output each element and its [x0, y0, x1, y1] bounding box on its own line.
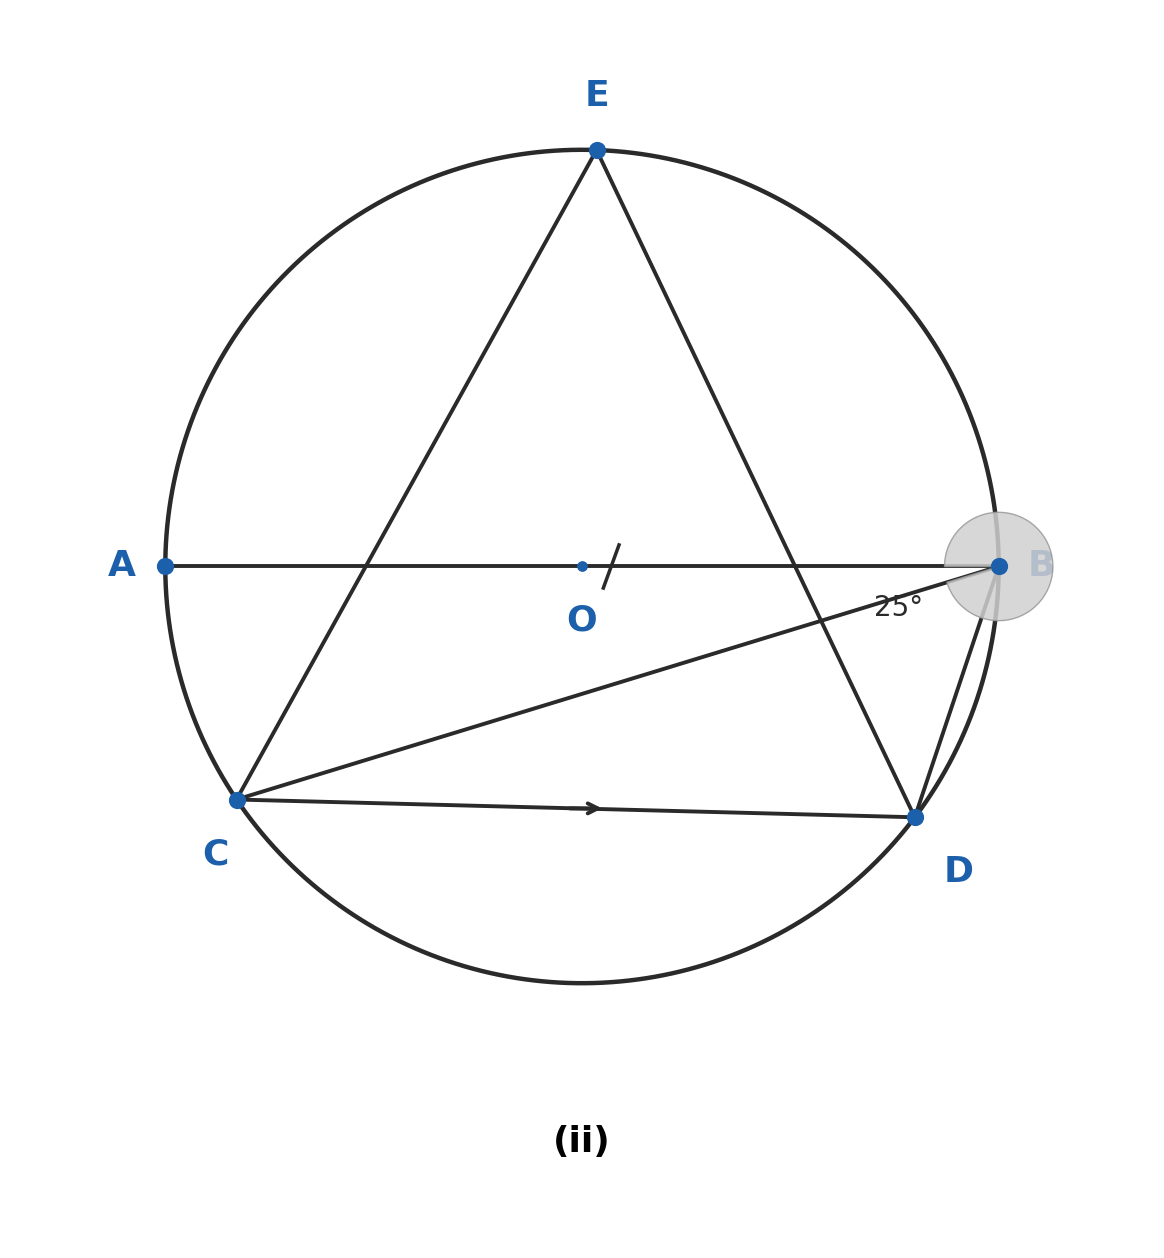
Point: [156, 556, 175, 576]
Text: 25°: 25°: [874, 594, 923, 623]
Point: [989, 556, 1008, 576]
Point: [906, 808, 924, 828]
Wedge shape: [944, 512, 1053, 620]
Text: D: D: [944, 854, 974, 889]
Text: B: B: [1028, 550, 1056, 584]
Point: [227, 790, 246, 810]
Text: O: O: [567, 604, 597, 638]
Text: (ii): (ii): [553, 1125, 611, 1159]
Text: C: C: [203, 837, 229, 871]
Text: A: A: [108, 550, 136, 584]
Point: [573, 556, 591, 576]
Text: E: E: [584, 78, 609, 112]
Point: [587, 140, 605, 160]
